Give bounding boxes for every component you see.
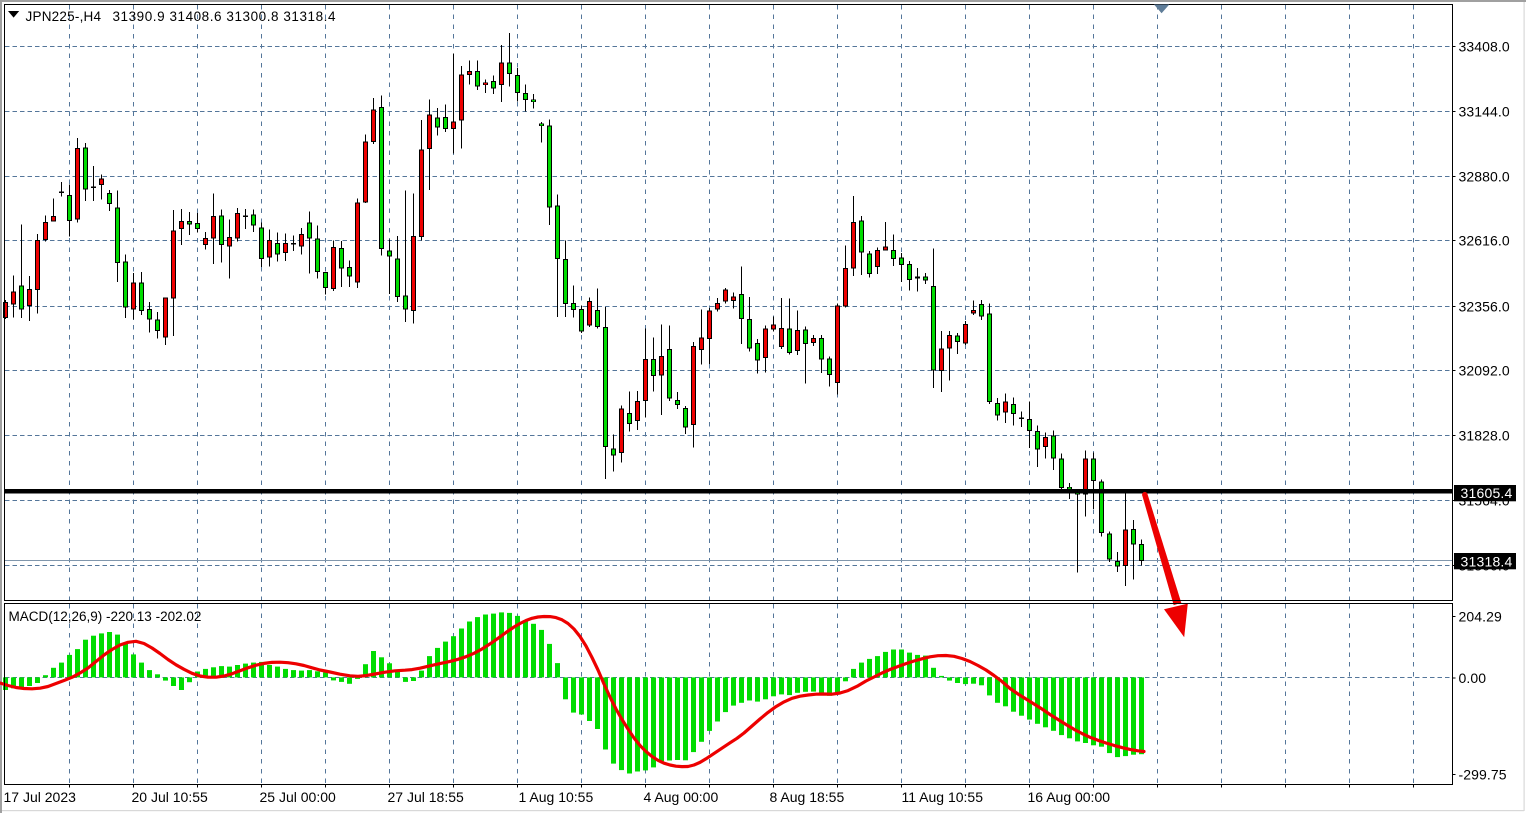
svg-text:11 Aug 10:55: 11 Aug 10:55 — [902, 789, 984, 805]
svg-text:1 Aug 10:55: 1 Aug 10:55 — [519, 789, 594, 805]
svg-text:8 Aug 18:55: 8 Aug 18:55 — [770, 789, 845, 805]
svg-text:31390.9 31408.6 31300.8 31318.: 31390.9 31408.6 31300.8 31318.4 — [113, 9, 337, 24]
svg-text:32880.0: 32880.0 — [1459, 169, 1510, 185]
svg-text:204.29: 204.29 — [1459, 609, 1503, 625]
svg-text:32616.0: 32616.0 — [1459, 233, 1510, 249]
svg-text:33408.0: 33408.0 — [1459, 39, 1510, 55]
svg-text:33144.0: 33144.0 — [1459, 104, 1510, 120]
svg-text:27 Jul 18:55: 27 Jul 18:55 — [388, 789, 464, 805]
svg-text:31318.4: 31318.4 — [1461, 553, 1513, 569]
svg-text:31828.0: 31828.0 — [1459, 428, 1510, 444]
svg-text:-299.75: -299.75 — [1459, 767, 1507, 783]
svg-text:31605.4: 31605.4 — [1461, 485, 1513, 501]
svg-text:32356.0: 32356.0 — [1459, 299, 1510, 315]
svg-text:20 Jul 10:55: 20 Jul 10:55 — [132, 789, 208, 805]
svg-text:25 Jul 00:00: 25 Jul 00:00 — [260, 789, 336, 805]
svg-text:16 Aug 00:00: 16 Aug 00:00 — [1028, 789, 1111, 805]
svg-text:JPN225-,H4: JPN225-,H4 — [26, 9, 102, 24]
svg-text:4 Aug 00:00: 4 Aug 00:00 — [644, 789, 719, 805]
svg-text:MACD(12,26,9) -220.13 -202.02: MACD(12,26,9) -220.13 -202.02 — [9, 609, 202, 624]
svg-text:0.00: 0.00 — [1459, 670, 1487, 686]
svg-text:17 Jul 2023: 17 Jul 2023 — [4, 789, 77, 805]
svg-text:32092.0: 32092.0 — [1459, 363, 1510, 379]
